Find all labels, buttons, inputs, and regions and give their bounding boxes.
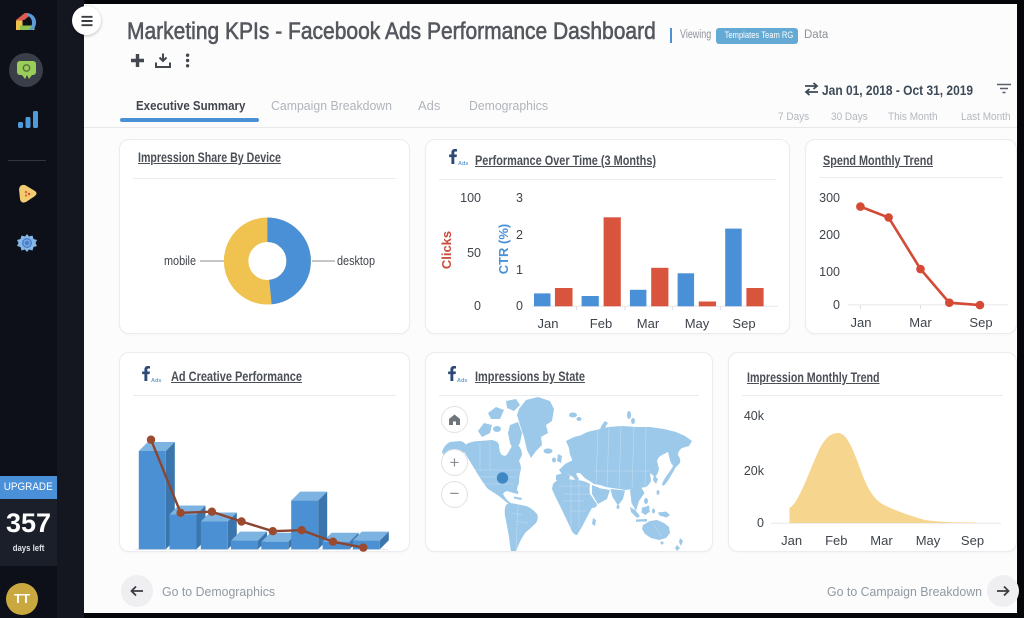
svg-text:desktop: desktop — [337, 254, 375, 268]
svg-text:Clicks: Clicks — [439, 231, 454, 269]
svg-text:CTR (%): CTR (%) — [496, 224, 511, 275]
svg-text:3: 3 — [516, 191, 523, 205]
svg-text:0: 0 — [516, 299, 523, 313]
svg-text:50: 50 — [467, 246, 481, 260]
svg-text:40k: 40k — [744, 409, 765, 423]
svg-text:100: 100 — [460, 191, 481, 205]
svg-text:20k: 20k — [744, 464, 765, 478]
svg-text:Jan: Jan — [781, 533, 802, 548]
svg-text:0: 0 — [474, 299, 481, 313]
svg-text:0: 0 — [833, 298, 840, 312]
svg-text:300: 300 — [819, 191, 840, 205]
svg-text:100: 100 — [819, 265, 840, 279]
svg-text:Mar: Mar — [909, 315, 932, 330]
svg-text:1: 1 — [516, 263, 523, 277]
svg-text:May: May — [916, 533, 941, 548]
svg-text:Sep: Sep — [732, 316, 755, 331]
svg-text:Mar: Mar — [870, 533, 893, 548]
svg-text:Jan: Jan — [538, 316, 559, 331]
svg-text:Feb: Feb — [590, 316, 612, 331]
svg-text:0: 0 — [757, 516, 764, 530]
svg-text:Feb: Feb — [825, 533, 847, 548]
svg-text:Sep: Sep — [969, 315, 992, 330]
svg-text:mobile: mobile — [164, 254, 196, 268]
svg-text:Mar: Mar — [637, 316, 660, 331]
svg-text:200: 200 — [819, 228, 840, 242]
svg-text:2: 2 — [516, 228, 523, 242]
svg-text:May: May — [685, 316, 710, 331]
svg-text:Sep: Sep — [961, 533, 984, 548]
svg-text:Jan: Jan — [851, 315, 872, 330]
